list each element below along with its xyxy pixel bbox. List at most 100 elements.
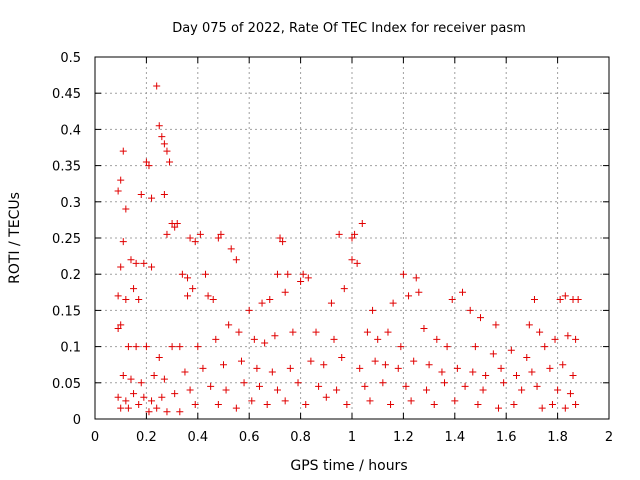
- data-point: [294, 379, 302, 387]
- data-point: [145, 408, 153, 416]
- data-point: [459, 288, 467, 296]
- data-point: [361, 382, 369, 390]
- data-point: [548, 401, 556, 409]
- data-point: [124, 343, 132, 351]
- data-point: [510, 401, 518, 409]
- data-point: [333, 386, 341, 394]
- data-point: [253, 364, 261, 372]
- data-point: [196, 230, 204, 238]
- data-point: [469, 368, 477, 376]
- y-tick-label: 0.5: [60, 51, 81, 66]
- data-point: [140, 393, 148, 401]
- data-point: [541, 343, 549, 351]
- data-point: [371, 357, 379, 365]
- data-point: [530, 296, 538, 304]
- data-point: [232, 404, 240, 412]
- data-point: [273, 270, 281, 278]
- data-point: [564, 332, 572, 340]
- data-point: [286, 364, 294, 372]
- data-point: [176, 343, 184, 351]
- data-point: [407, 397, 415, 405]
- data-point: [281, 288, 289, 296]
- data-point: [130, 390, 138, 398]
- data-point: [189, 285, 197, 293]
- y-tick-label: 0.2: [60, 268, 81, 283]
- data-point: [135, 401, 143, 409]
- y-tick-label: 0.3: [60, 196, 81, 211]
- data-point: [559, 361, 567, 369]
- x-tick-label: 0: [91, 430, 99, 445]
- data-point: [232, 256, 240, 264]
- data-point: [369, 306, 377, 314]
- data-point: [405, 292, 413, 300]
- data-point: [248, 397, 256, 405]
- data-point: [304, 274, 312, 282]
- data-point: [574, 296, 582, 304]
- data-point: [518, 386, 526, 394]
- data-point: [148, 194, 156, 202]
- data-point: [268, 368, 276, 376]
- data-point: [168, 343, 176, 351]
- data-point: [250, 335, 258, 343]
- y-tick-label: 0.45: [52, 87, 81, 102]
- data-point: [271, 332, 279, 340]
- data-point: [227, 245, 235, 253]
- data-point: [114, 187, 122, 195]
- data-point: [572, 335, 580, 343]
- data-point: [117, 263, 125, 271]
- data-point: [381, 361, 389, 369]
- data-point: [255, 382, 263, 390]
- axis-ticks: 0 0.2 0.4 0.6 0.8 1 1.2 1.4 1.6 1.8 2 0 0.05 0.1 0.15 0…: [52, 51, 613, 445]
- data-point: [124, 404, 132, 412]
- data-point: [356, 364, 364, 372]
- data-point: [163, 408, 171, 416]
- data-point: [384, 328, 392, 336]
- x-axis-label: GPS time / hours: [290, 458, 407, 474]
- data-point: [430, 401, 438, 409]
- data-point: [217, 230, 225, 238]
- data-point: [158, 393, 166, 401]
- data-point: [438, 368, 446, 376]
- data-point: [423, 386, 431, 394]
- data-point: [186, 234, 194, 242]
- data-point: [554, 386, 562, 394]
- data-point: [433, 335, 441, 343]
- data-point: [122, 205, 130, 213]
- data-point: [561, 404, 569, 412]
- data-point: [297, 277, 305, 285]
- data-point: [374, 335, 382, 343]
- data-point: [119, 372, 127, 380]
- data-point: [137, 379, 145, 387]
- data-point: [119, 238, 127, 246]
- y-tick-label: 0.05: [52, 377, 81, 392]
- data-point: [220, 361, 227, 369]
- y-tick-label: 0.15: [52, 304, 81, 319]
- data-point: [330, 335, 338, 343]
- data-point: [538, 404, 546, 412]
- data-point: [299, 270, 307, 278]
- data-point: [214, 234, 222, 242]
- data-point: [114, 393, 122, 401]
- data-point: [279, 238, 287, 246]
- x-tick-label: 1.6: [496, 430, 517, 445]
- data-point: [315, 382, 323, 390]
- data-point: [114, 292, 122, 300]
- data-point: [348, 234, 356, 242]
- data-point: [137, 191, 145, 199]
- data-point: [387, 401, 395, 409]
- data-point: [273, 386, 281, 394]
- data-point: [132, 259, 140, 267]
- x-tick-label: 0.4: [187, 430, 208, 445]
- data-point: [466, 306, 474, 314]
- data-point: [153, 404, 161, 412]
- y-tick-label: 0.1: [60, 341, 81, 356]
- data-point: [204, 292, 212, 300]
- data-point: [119, 147, 127, 155]
- data-point: [237, 357, 245, 365]
- data-point: [209, 296, 217, 304]
- data-point: [497, 364, 505, 372]
- data-point: [412, 274, 420, 282]
- data-point: [566, 390, 574, 398]
